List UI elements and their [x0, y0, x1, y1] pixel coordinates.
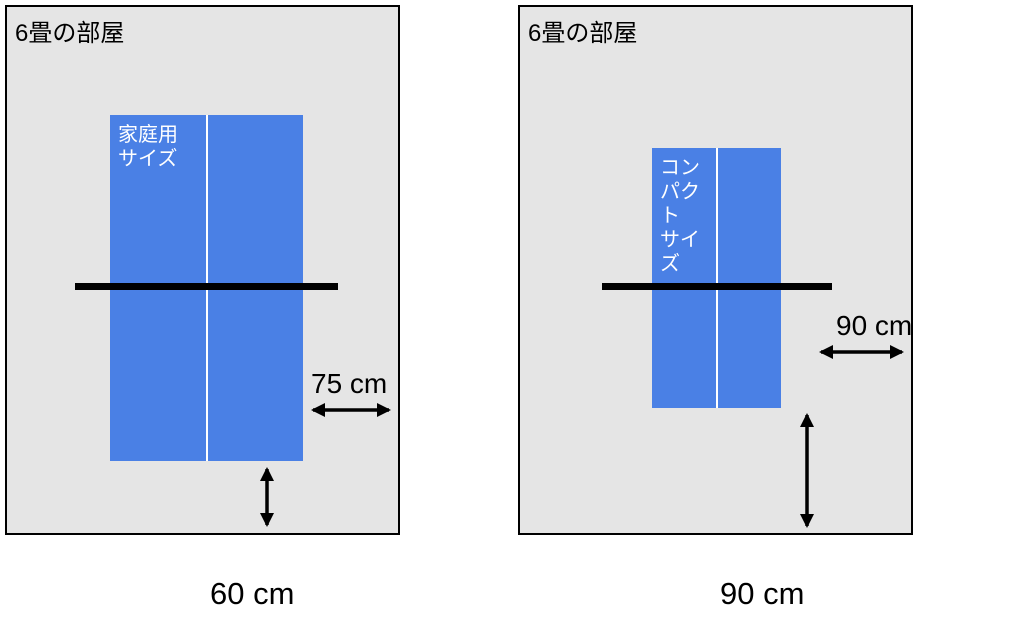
left-net: [75, 283, 338, 290]
left-side-dim-label: 75 cm: [311, 368, 387, 400]
left-bottom-arrow: [255, 467, 279, 527]
left-room-title: 6畳の部屋: [15, 13, 124, 48]
right-side-arrow: [819, 340, 904, 364]
right-net: [602, 283, 832, 290]
right-room-title: 6畳の部屋: [528, 13, 637, 48]
right-table: コンパクト サイズ: [652, 148, 781, 408]
right-table-label: コンパクト サイズ: [660, 156, 716, 276]
left-side-arrow: [311, 398, 391, 422]
right-bottom-dim-label: 90 cm: [720, 576, 804, 612]
right-side-dim-label: 90 cm: [836, 310, 912, 342]
right-table-half-2: [718, 148, 782, 408]
right-table-half-1: コンパクト サイズ: [652, 148, 718, 408]
left-table-label: 家庭用 サイズ: [118, 123, 178, 171]
left-bottom-dim-label: 60 cm: [210, 576, 294, 612]
right-bottom-arrow: [795, 413, 819, 528]
